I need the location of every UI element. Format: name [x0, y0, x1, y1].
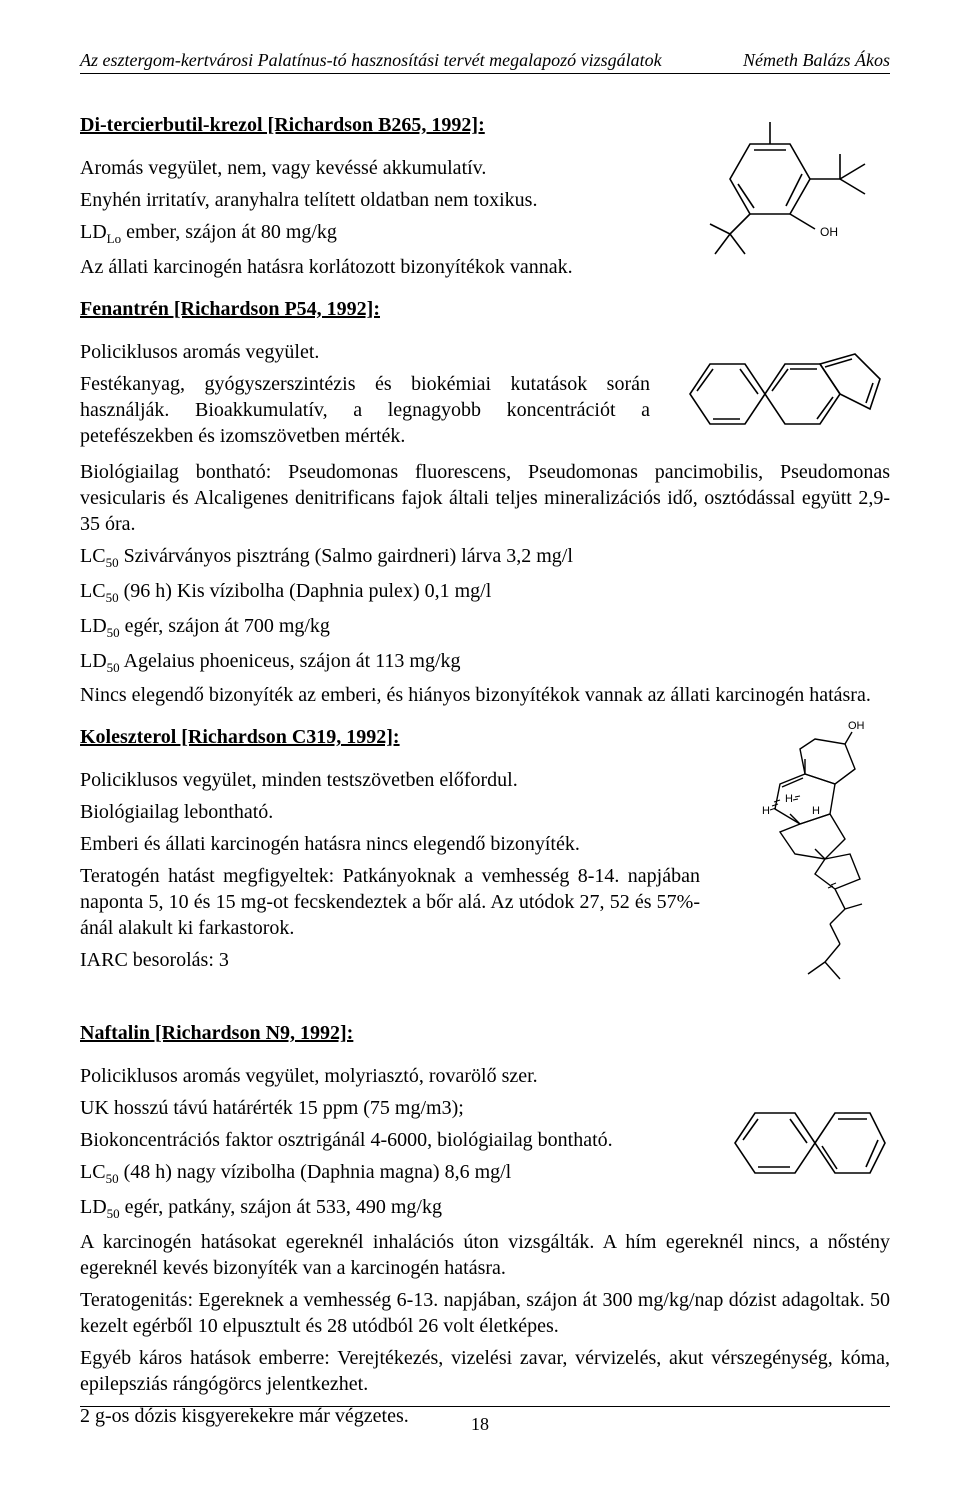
running-header: Az esztergom-kertvárosi Palatínus-tó has…: [80, 50, 890, 74]
text: (96 h) Kis vízibolha (Daphnia pulex) 0,1…: [119, 580, 492, 602]
body-text: LC50 Szivárványos pisztráng (Salmo gaird…: [80, 543, 890, 572]
subscript: 50: [106, 555, 119, 570]
text: Agelaius phoeniceus, szájon át 113 mg/kg: [120, 650, 461, 672]
text: LD: [80, 221, 107, 243]
body-text: LD50 Agelaius phoeniceus, szájon át 113 …: [80, 648, 890, 677]
text: LC: [80, 545, 106, 567]
body-text: Biológiailag bontható: Pseudomonas fluor…: [80, 459, 890, 537]
structure-ditert-icon: OH: [690, 114, 890, 274]
body-text: Egyéb káros hatások emberre: Verejtékezé…: [80, 1345, 890, 1397]
text: egér, szájon át 700 mg/kg: [120, 615, 330, 637]
text: LC: [80, 580, 106, 602]
subscript: Lo: [107, 231, 121, 246]
body-text: LC50 (96 h) Kis vízibolha (Daphnia pulex…: [80, 578, 890, 607]
svg-text:H: H: [785, 793, 793, 805]
svg-text:H: H: [812, 805, 820, 817]
subscript: 50: [106, 1171, 119, 1186]
svg-text:OH: OH: [848, 720, 865, 732]
body-text: LD50 egér, szájon át 700 mg/kg: [80, 613, 890, 642]
text: LD: [80, 1196, 107, 1218]
header-right: Németh Balázs Ákos: [743, 50, 890, 71]
body-text: LD50 egér, patkány, szájon át 533, 490 m…: [80, 1194, 890, 1223]
structure-fenantren-icon: [670, 339, 890, 449]
text: egér, patkány, szájon át 533, 490 mg/kg: [120, 1196, 442, 1218]
footer-rule: [80, 1406, 890, 1407]
body-text: A karcinogén hatásokat egereknél inhalác…: [80, 1229, 890, 1281]
subscript: 50: [107, 625, 120, 640]
text: Szivárványos pisztráng (Salmo gairdneri)…: [119, 545, 573, 567]
body-text: Policiklusos aromás vegyület, molyriaszt…: [80, 1063, 890, 1089]
structure-naftalin-icon: [710, 1093, 890, 1193]
heading-fenantren: Fenantrén [Richardson P54, 1992]:: [80, 298, 890, 321]
subscript: 50: [107, 660, 120, 675]
structure-koleszterol-icon: OH H H H: [720, 714, 890, 994]
svg-text:H: H: [762, 805, 770, 817]
header-left: Az esztergom-kertvárosi Palatínus-tó has…: [80, 50, 662, 71]
subscript: 50: [106, 590, 119, 605]
heading-naftalin: Naftalin [Richardson N9, 1992]:: [80, 1022, 890, 1045]
page: Az esztergom-kertvárosi Palatínus-tó has…: [0, 0, 960, 1465]
text: (48 h) nagy vízibolha (Daphnia magna) 8,…: [119, 1161, 512, 1183]
text: LC: [80, 1161, 106, 1183]
text: LD: [80, 615, 107, 637]
subscript: 50: [107, 1206, 120, 1221]
label-oh: OH: [820, 225, 838, 239]
page-number: 18: [0, 1414, 960, 1435]
body-text: Teratogenitás: Egereknek a vemhesség 6-1…: [80, 1287, 890, 1339]
text: ember, szájon át 80 mg/kg: [121, 221, 337, 243]
text: LD: [80, 650, 107, 672]
body-text: Nincs elegendő bizonyíték az emberi, és …: [80, 682, 890, 708]
